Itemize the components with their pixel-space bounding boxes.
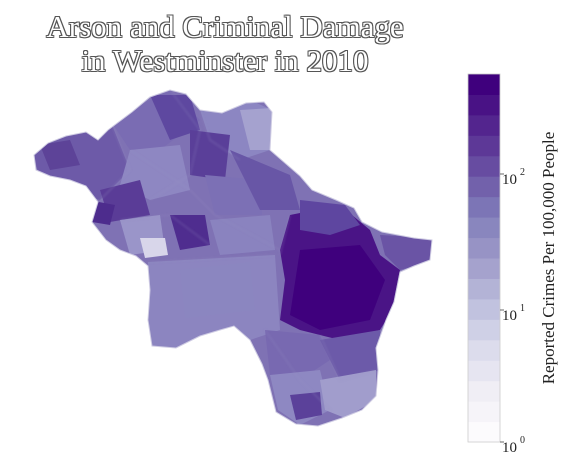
colorbar-swatch <box>468 298 500 320</box>
colorbar-tick-100: 10 2 <box>500 167 525 188</box>
colorbar-axis-label: Reported Crimes Per 100,000 People <box>539 132 558 385</box>
colorbar-swatch <box>468 114 500 136</box>
colorbar-swatches <box>468 74 500 443</box>
colorbar: 10 2 10 1 10 0 Reported Crimes Per 100,0… <box>467 73 558 456</box>
colorbar-swatch <box>468 421 500 443</box>
colorbar-swatch <box>468 339 500 361</box>
ward-boundaries <box>99 90 377 411</box>
colorbar-swatch <box>468 401 500 423</box>
colorbar-tick-label-base: 10 <box>502 172 517 188</box>
colorbar-swatch <box>468 319 500 341</box>
colorbar-tick-label-exp: 0 <box>520 435 525 446</box>
ward-region <box>320 330 380 380</box>
ward-region <box>300 200 360 235</box>
ward-region <box>180 262 255 318</box>
map-title-line-1: Arson and Criminal Damage <box>46 9 404 44</box>
colorbar-tick-1: 10 0 <box>500 435 525 456</box>
colorbar-swatch <box>468 217 500 239</box>
colorbar-swatch <box>468 237 500 259</box>
ward-region <box>210 215 275 255</box>
ward-region <box>150 95 200 140</box>
colorbar-swatch <box>468 360 500 382</box>
ward-region <box>170 215 210 250</box>
ward-region <box>290 392 322 420</box>
ward-region <box>40 140 80 170</box>
colorbar-swatch <box>468 155 500 177</box>
colorbar-swatch <box>468 278 500 300</box>
ward-region <box>380 235 432 270</box>
colorbar-swatch <box>468 196 500 218</box>
colorbar-tick-label-base: 10 <box>502 308 517 324</box>
colorbar-tick-label-exp: 1 <box>520 303 525 314</box>
choropleth-map <box>33 89 433 427</box>
ward-region <box>240 108 272 150</box>
colorbar-tick-label-base: 10 <box>502 440 517 456</box>
colorbar-frame <box>467 73 501 443</box>
ward-region <box>230 150 300 210</box>
colorbar-swatch <box>468 258 500 279</box>
ward-hotspot <box>290 245 385 330</box>
colorbar-swatch <box>468 94 500 116</box>
ward-region <box>320 370 376 418</box>
ward-region <box>140 238 168 258</box>
colorbar-swatch <box>468 176 500 198</box>
colorbar-swatch <box>468 74 500 95</box>
colorbar-tick-label-exp: 2 <box>520 167 525 178</box>
colorbar-swatch <box>468 380 500 402</box>
colorbar-tick-10: 10 1 <box>500 303 525 324</box>
ward-region <box>190 130 230 180</box>
colorbar-swatch <box>468 135 500 157</box>
map-title-line-2: in Westminster in 2010 <box>81 43 369 78</box>
map-wards <box>34 90 432 426</box>
ward-region <box>265 330 330 380</box>
